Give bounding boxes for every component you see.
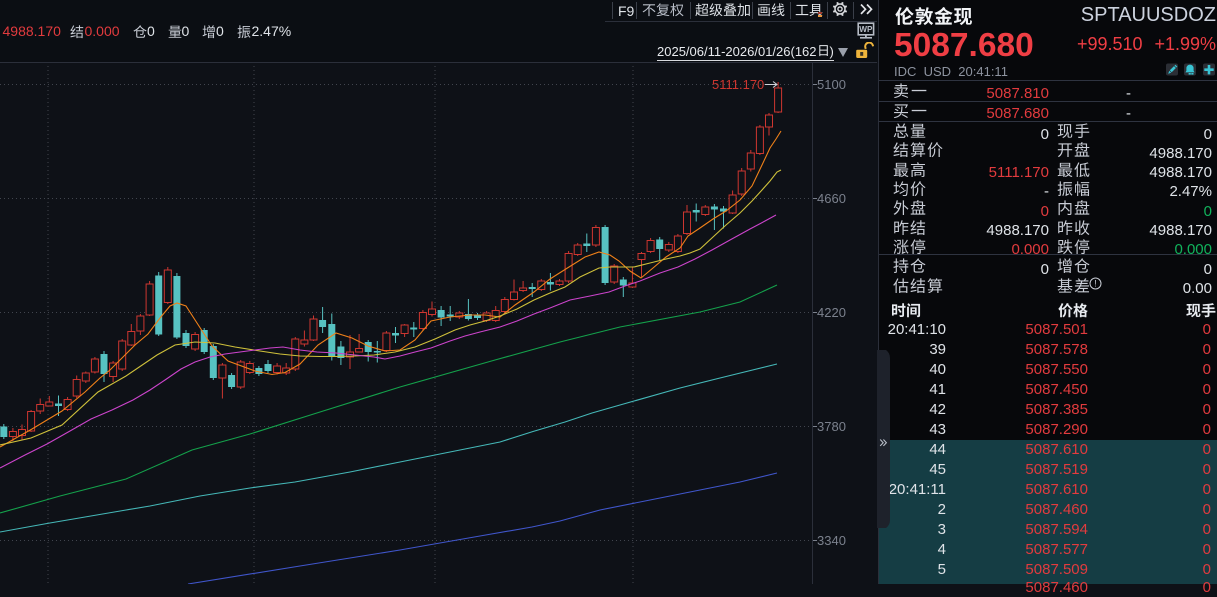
svg-text:WP: WP [859,25,873,34]
svg-text:5100: 5100 [817,77,846,92]
svg-text:4220: 4220 [817,305,846,320]
svg-text:5111.170: 5111.170 [712,77,764,92]
svg-text:4660: 4660 [817,191,846,206]
svg-text:3780: 3780 [817,419,846,434]
svg-text:!: ! [1094,279,1097,289]
svg-text:3340: 3340 [817,533,846,548]
